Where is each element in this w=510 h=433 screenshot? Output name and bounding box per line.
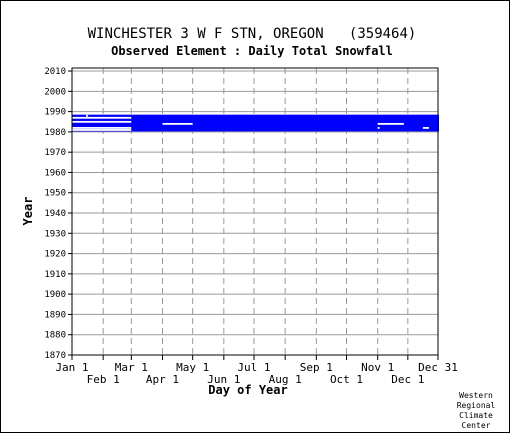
y-tick-label: 2000 xyxy=(44,87,66,97)
data-gap xyxy=(422,127,429,129)
credit-line: Climate xyxy=(459,411,493,420)
x-tick-label: May 1 xyxy=(176,361,209,374)
y-tick-label: 1880 xyxy=(44,331,66,341)
data-gap xyxy=(377,122,404,125)
x-tick-label: Jul 1 xyxy=(237,361,270,374)
data-bars xyxy=(72,114,439,132)
x-tick-label: Jan 1 xyxy=(55,361,88,374)
data-gap xyxy=(162,122,193,125)
y-tick-label: 1910 xyxy=(44,270,66,280)
x-tick-label: Dec 1 xyxy=(391,373,424,386)
credit-line: Western xyxy=(459,391,493,400)
x-tick-label: Sep 1 xyxy=(300,361,333,374)
data-bar xyxy=(72,124,439,128)
x-tick-label: Jun 1 xyxy=(207,373,240,386)
y-axis-label: Year xyxy=(21,197,35,226)
x-tick-label: Oct 1 xyxy=(330,373,363,386)
x-tick-label: Apr 1 xyxy=(146,373,179,386)
x-tick-label: Feb 1 xyxy=(87,373,120,386)
x-tick-label: Aug 1 xyxy=(269,373,302,386)
grid xyxy=(72,68,438,356)
y-tick-label: 1990 xyxy=(44,108,66,118)
y-tick-label: 1870 xyxy=(44,351,66,361)
y-tick-label: 1970 xyxy=(44,148,66,158)
y-tick-label: 2010 xyxy=(44,67,66,77)
data-gap xyxy=(72,120,132,123)
data-bar xyxy=(72,114,439,118)
y-tick-label: 1950 xyxy=(44,189,66,199)
y-tick-label: 1920 xyxy=(44,250,66,260)
y-tick-label: 1890 xyxy=(44,310,66,320)
y-tick-label: 1980 xyxy=(44,128,66,138)
x-tick-label: Dec 31 xyxy=(418,361,458,374)
data-gap xyxy=(72,127,132,129)
plot-area-border xyxy=(71,67,439,356)
x-tick-label: Nov 1 xyxy=(361,361,394,374)
data-gap xyxy=(377,127,380,129)
credit-line: Regional xyxy=(457,401,496,410)
chart-subtitle: Observed Element : Daily Total Snowfall xyxy=(111,44,393,58)
y-tick-label: 1900 xyxy=(44,290,66,300)
data-gap xyxy=(72,116,132,119)
data-gap xyxy=(86,114,89,117)
x-axis-label: Day of Year xyxy=(208,383,287,397)
data-bar xyxy=(72,116,439,120)
data-bar xyxy=(72,120,439,124)
credit-line: Center xyxy=(462,421,491,430)
y-tick-label: 1940 xyxy=(44,209,66,219)
data-bar xyxy=(72,128,439,132)
data-bar xyxy=(72,122,439,126)
chart-title: WINCHESTER 3 W F STN, OREGON (359464) xyxy=(88,26,417,42)
data-gap xyxy=(72,129,132,131)
data-bar xyxy=(72,118,439,122)
data-bar xyxy=(72,126,439,130)
y-tick-label: 1960 xyxy=(44,168,66,178)
x-tick-label: Mar 1 xyxy=(115,361,148,374)
x-axis-ticks: Jan 1 Mar 1 May 1 Jul 1 Sep 1 Nov 1 Dec 31 Feb … xyxy=(55,355,458,386)
y-tick-label: 1930 xyxy=(44,229,66,239)
y-axis-ticks: 2010 2000 1990 1980 1970 1960 1950 1940 1930 1920… xyxy=(44,67,72,361)
